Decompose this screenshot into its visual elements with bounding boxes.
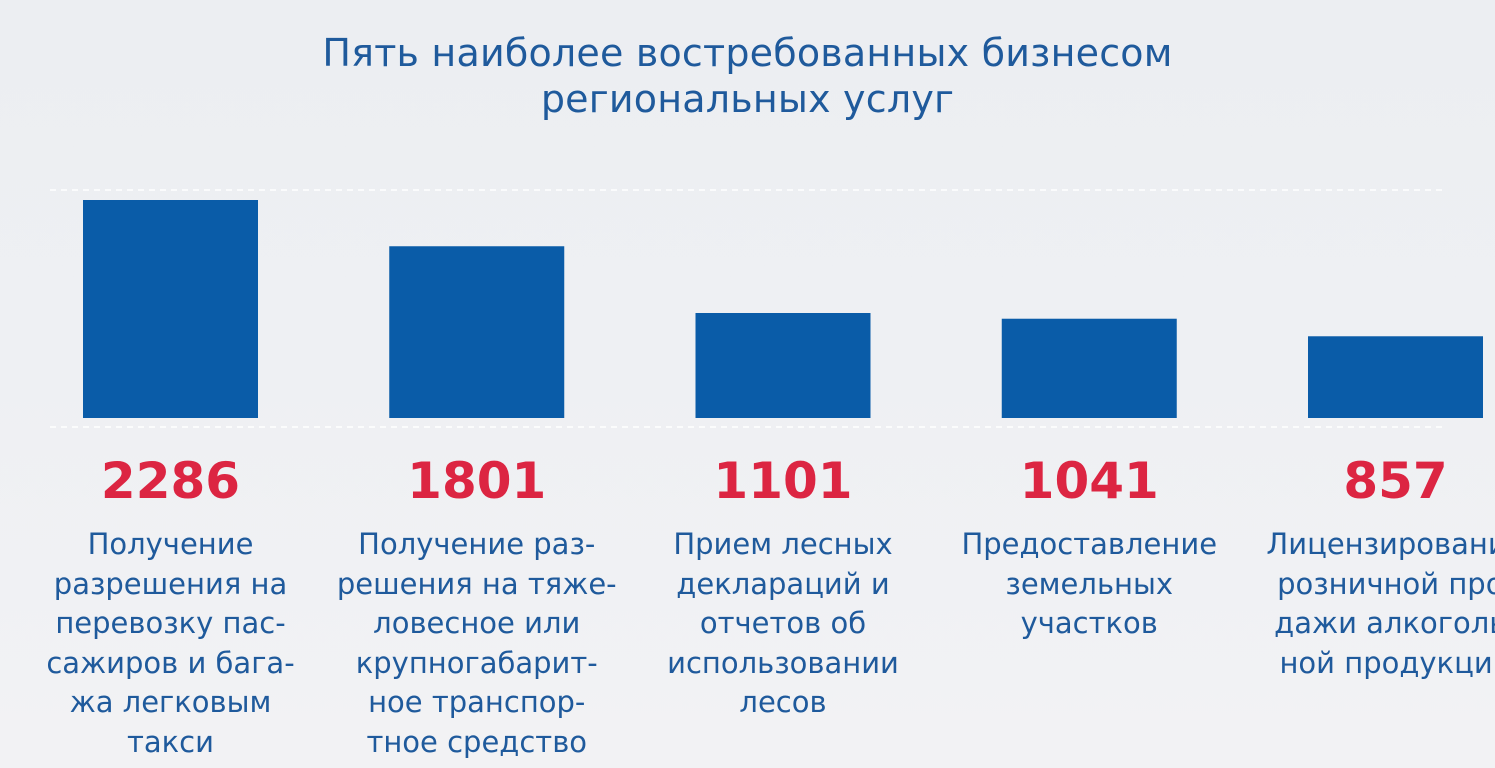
category-label-line: ное транспор- <box>368 685 586 719</box>
category-label-line: дажи алкоголь- <box>1274 606 1495 640</box>
category-label-line: ловесное или <box>373 606 581 640</box>
chart-title-line-1: Пять наиболее востребованных бизнесом <box>322 31 1173 75</box>
category-label-3: Прием лесных деклараций и отчетов об исполь… <box>633 525 933 723</box>
bar-2 <box>389 246 565 418</box>
category-label-line: розничной про- <box>1277 566 1495 601</box>
category-label-line: лесов <box>739 685 827 719</box>
bars-group <box>83 200 1483 418</box>
category-label-line: тное средство <box>366 724 588 759</box>
value-label-2: 1801 <box>407 452 547 510</box>
category-label-line: Предоставление <box>961 527 1218 561</box>
category-label-line: земельных <box>1005 566 1174 601</box>
value-label-3: 1101 <box>713 452 853 510</box>
category-label-line: деклараций и <box>676 566 890 601</box>
category-label-line: крупногабарит- <box>355 645 598 680</box>
category-label-1: Получение разрешения на перевозку пас-сажи… <box>21 525 321 762</box>
category-label-line: участков <box>1020 606 1158 640</box>
category-label-5: Лицензирование розничной про-дажи алкогол… <box>1246 525 1495 683</box>
value-label-5: 857 <box>1343 452 1448 510</box>
category-label-line: такси <box>127 724 214 759</box>
category-label-4: Предоставление земельных участков <box>939 525 1239 644</box>
category-label-line: разрешения на <box>53 566 288 601</box>
category-label-line: перевозку пас- <box>55 606 286 640</box>
bar-5 <box>1308 336 1483 418</box>
category-label-line: сажиров и бага- <box>46 645 295 680</box>
value-label-1: 2286 <box>100 452 241 510</box>
value-label-4: 1041 <box>1019 452 1159 510</box>
category-label-line: Получение раз- <box>358 527 596 561</box>
chart-title-line-2: региональных услуг <box>540 77 955 121</box>
bar-3 <box>695 313 871 418</box>
bar-4 <box>1001 318 1177 418</box>
category-label-line: ной продукции <box>1279 645 1495 680</box>
category-label-line: жа легковым <box>69 685 272 719</box>
category-label-line: Прием лесных <box>673 527 893 561</box>
category-label-line: решения на тяже- <box>336 566 617 601</box>
category-label-line: Лицензирование <box>1266 527 1495 561</box>
bar-1 <box>83 200 258 418</box>
category-label-line: использовании <box>667 645 899 680</box>
category-label-line: Получение <box>87 527 254 561</box>
chart-title: Пять наиболее востребованных бизнесом ре… <box>0 30 1495 122</box>
category-label-line: отчетов об <box>699 606 867 640</box>
category-label-2: Получение раз-решения на тяже-ловесное и… <box>327 525 627 762</box>
